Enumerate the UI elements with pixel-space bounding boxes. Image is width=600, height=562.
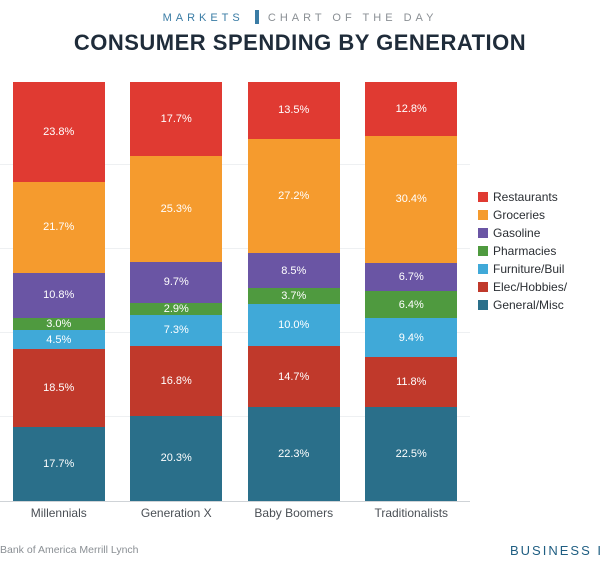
bar-segment: 17.7% [130,82,222,156]
x-axis-label: Baby Boomers [248,506,340,520]
bar-segment: 8.5% [248,253,340,289]
overline: MARKETS CHART OF THE DAY [0,10,600,24]
legend-swatch-icon [478,192,488,202]
legend-swatch-icon [478,282,488,292]
bar-segment: 2.9% [130,303,222,315]
source-attribution: Bank of America Merrill Lynch [0,544,139,556]
legend-swatch-icon [478,264,488,274]
bar-segment: 16.8% [130,346,222,416]
bar-segment: 30.4% [365,136,457,263]
bar-column: 12.8%30.4%6.7%6.4%9.4%11.8%22.5% [365,82,457,501]
legend-swatch-icon [478,246,488,256]
legend-label: Furniture/Buil [493,262,564,276]
chart-title: CONSUMER SPENDING BY GENERATION [0,30,600,56]
legend-item: Pharmacies [478,244,600,258]
bar-segment: 9.4% [365,318,457,357]
legend-label: General/Misc [493,298,564,312]
bar-segment: 25.3% [130,156,222,262]
bar-segment: 27.2% [248,139,340,253]
bar-segment: 7.3% [130,315,222,346]
bar-segment: 3.7% [248,288,340,304]
bar-segment: 11.8% [365,357,457,406]
bar-segment: 23.8% [13,82,105,182]
bar-segment: 22.3% [248,407,340,501]
bar-segment: 3.0% [13,318,105,331]
legend-item: Elec/Hobbies/ [478,280,600,294]
overline-divider-icon [255,10,259,24]
legend-item: Groceries [478,208,600,222]
legend-label: Elec/Hobbies/ [493,280,567,294]
legend-item: Restaurants [478,190,600,204]
bar-segment: 17.7% [13,427,105,501]
bar-segment: 10.8% [13,273,105,318]
legend-label: Pharmacies [493,244,556,258]
brand-wordmark: BUSINESS IN [510,543,600,558]
legend-item: Furniture/Buil [478,262,600,276]
bar-column: 13.5%27.2%8.5%3.7%10.0%14.7%22.3% [248,82,340,501]
x-axis-label: Traditionalists [365,506,457,520]
bar-segment: 6.4% [365,291,457,318]
legend-label: Gasoline [493,226,540,240]
legend-swatch-icon [478,300,488,310]
bar-segment: 22.5% [365,407,457,501]
bar-segment: 4.5% [13,330,105,349]
bar-segment: 9.7% [130,262,222,303]
bar-segment: 10.0% [248,304,340,346]
bar-segment: 20.3% [130,416,222,501]
overline-right: CHART OF THE DAY [268,12,438,24]
bar-segment: 21.7% [13,182,105,273]
bar-segment: 6.7% [365,263,457,291]
chart-header: MARKETS CHART OF THE DAY CONSUMER SPENDI… [0,0,600,56]
legend-label: Groceries [493,208,545,222]
legend-swatch-icon [478,228,488,238]
bar-segment: 13.5% [248,82,340,139]
legend-label: Restaurants [493,190,558,204]
x-axis-label: Millennials [13,506,105,520]
legend-item: Gasoline [478,226,600,240]
legend-item: General/Misc [478,298,600,312]
bar-segment: 18.5% [13,349,105,427]
bar-segment: 14.7% [248,346,340,408]
legend: Restaurants Groceries Gasoline Pharmacies Fu… [478,190,600,316]
bar-column: 17.7%25.3%9.7%2.9%7.3%16.8%20.3% [130,82,222,501]
bar-segment: 12.8% [365,82,457,136]
bar-columns: 23.8%21.7%10.8%3.0%4.5%18.5%17.7%17.7%25… [0,82,470,501]
x-axis-labels: Millennials Generation X Baby Boomers Tradi… [0,506,470,520]
legend-swatch-icon [478,210,488,220]
x-axis-label: Generation X [130,506,222,520]
stacked-bar-chart: 23.8%21.7%10.8%3.0%4.5%18.5%17.7%17.7%25… [0,82,470,502]
bar-column: 23.8%21.7%10.8%3.0%4.5%18.5%17.7% [13,82,105,501]
overline-left: MARKETS [163,12,244,24]
